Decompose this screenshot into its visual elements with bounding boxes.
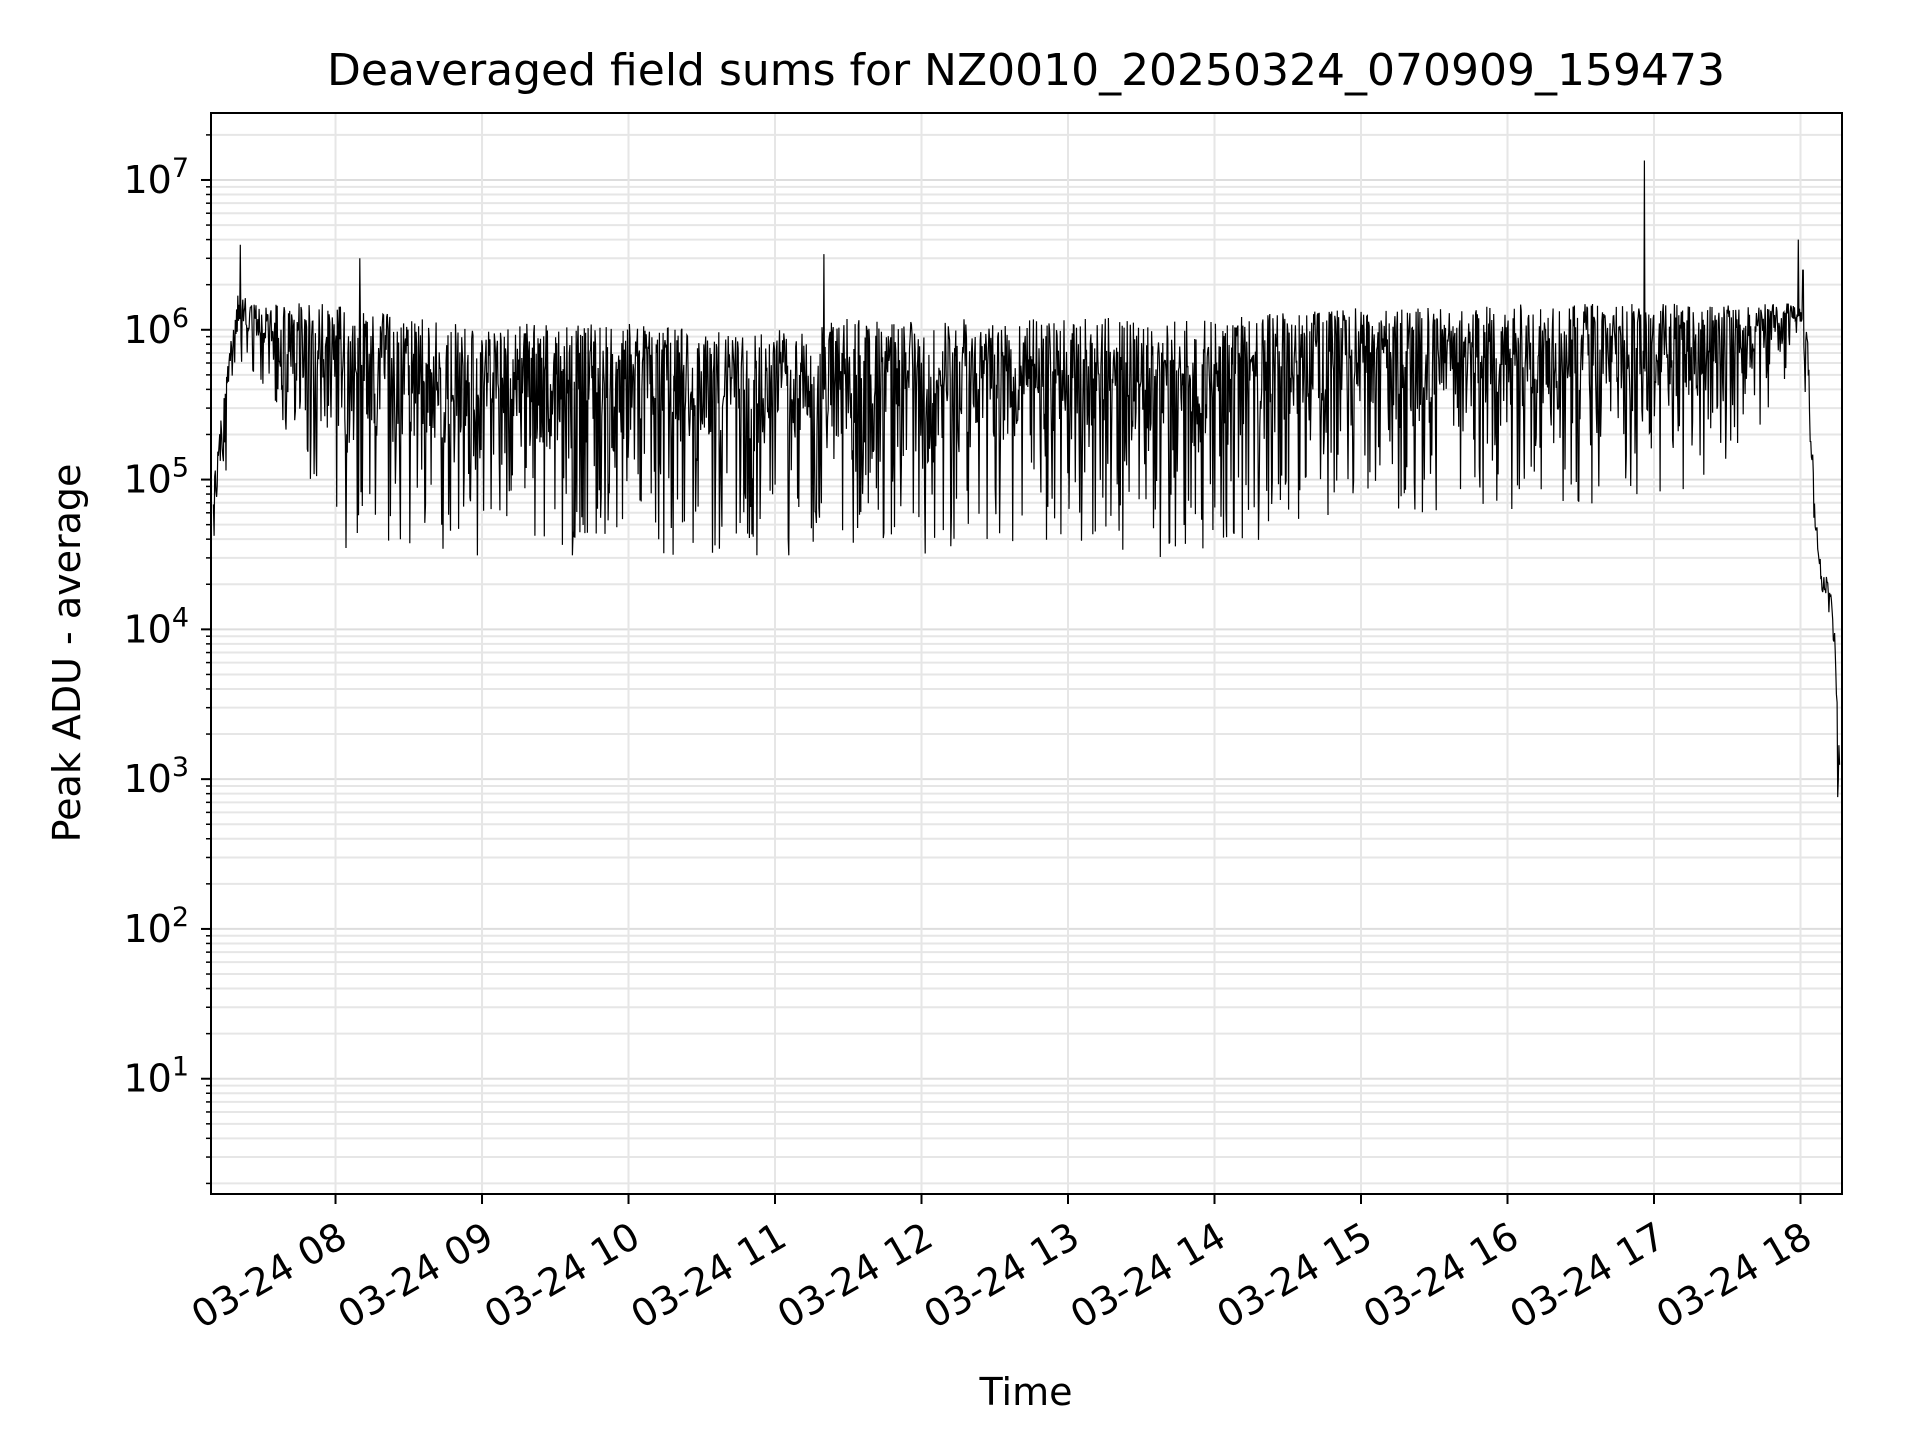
y-tick-label: 101 bbox=[123, 1052, 189, 1101]
y-tick-label: 102 bbox=[123, 902, 189, 951]
plot-frame bbox=[210, 112, 1843, 1195]
series-layer bbox=[212, 160, 1841, 798]
chart-title: Deaveraged field sums for NZ0010_2025032… bbox=[327, 45, 1725, 96]
x-axis-label: Time bbox=[979, 1370, 1073, 1414]
series-line bbox=[212, 160, 1841, 798]
y-tick-label: 105 bbox=[123, 453, 189, 502]
y-tick-label: 103 bbox=[123, 752, 189, 801]
tick-marks bbox=[201, 134, 1802, 1204]
y-tick-label: 107 bbox=[123, 153, 189, 202]
y-axis-label: Peak ADU - average bbox=[45, 464, 89, 843]
grid-lines bbox=[211, 113, 1842, 1194]
y-tick-label: 106 bbox=[123, 303, 189, 352]
y-tick-label: 104 bbox=[123, 602, 189, 651]
